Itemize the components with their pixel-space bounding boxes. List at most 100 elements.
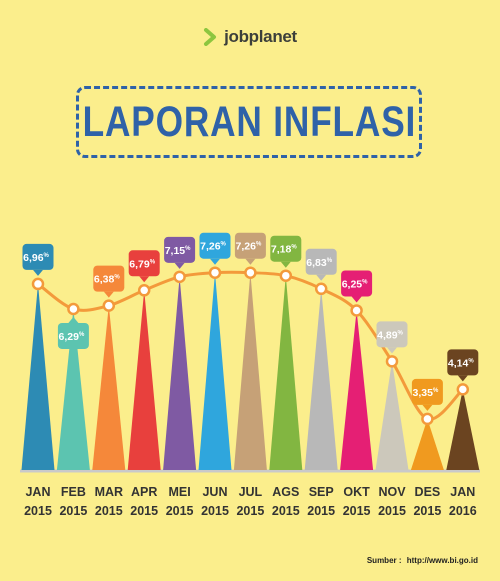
value-callout: 6,96% — [22, 243, 54, 276]
callout-pointer — [33, 269, 43, 276]
value-label: 6,83% — [306, 257, 332, 269]
category-label: SEP 2015 — [307, 485, 335, 518]
callout-box — [447, 349, 479, 376]
callout-box — [305, 248, 337, 275]
value-label: 7,26% — [236, 241, 262, 253]
callout-box — [234, 232, 266, 259]
category-label: AGS 2015 — [272, 485, 300, 518]
data-point — [31, 277, 45, 291]
value-callout: 7,15% — [164, 236, 196, 269]
callout-box — [128, 250, 160, 277]
value-label: 7,15% — [165, 245, 191, 257]
value-callout: 3,35% — [411, 378, 443, 411]
callout-box — [270, 235, 302, 262]
callout-pointer — [422, 404, 433, 411]
value-label: 6,38% — [94, 274, 120, 286]
value-label: 6,79% — [129, 258, 155, 270]
data-point — [244, 266, 257, 279]
callout-box — [164, 236, 196, 263]
value-callout: 7,18% — [270, 235, 302, 268]
value-label: 6,29% — [59, 331, 85, 343]
value-triangle — [340, 310, 374, 470]
value-triangle — [56, 308, 90, 470]
value-triangle — [269, 275, 303, 470]
data-point — [385, 355, 399, 368]
value-callout: 6,25% — [341, 270, 373, 303]
value-triangle — [375, 361, 409, 470]
value-callout: 6,38% — [93, 265, 125, 298]
value-label: 4,14% — [448, 357, 474, 369]
data-point — [456, 383, 470, 396]
value-callout: 4,89% — [376, 321, 408, 354]
value-label: 3,35% — [413, 387, 439, 399]
logo-text: jobplanet — [224, 27, 297, 46]
data-point — [137, 284, 151, 297]
value-label: 6,96% — [23, 252, 49, 264]
category-label: MAR 2015 — [95, 485, 123, 518]
callout-box — [376, 321, 408, 348]
data-point — [421, 412, 434, 426]
data-point — [314, 282, 328, 296]
callout-pointer — [174, 262, 185, 269]
category-label: JAN 2016 — [449, 485, 477, 518]
value-callout: 4,14% — [447, 349, 479, 382]
value-callout: 7,26% — [234, 232, 266, 265]
value-triangle — [410, 418, 444, 470]
callout-pointer — [280, 261, 291, 268]
value-triangle — [127, 290, 161, 470]
data-point — [350, 304, 363, 317]
callout-pointer — [351, 296, 362, 303]
value-callout: 6,29% — [57, 316, 89, 349]
callout-pointer — [210, 258, 220, 265]
page-title: LAPORAN INFLASI — [82, 97, 416, 146]
title-frame: LAPORAN INFLASI — [76, 86, 422, 158]
category-label: OKT 2015 — [343, 485, 371, 518]
value-label: 7,26% — [200, 241, 226, 253]
data-point — [102, 299, 116, 312]
inflation-chart: 6,96% 6,29% 6,38% 6,79% 7,15% 7,26% 7,26% 7,18%… — [20, 232, 480, 518]
value-triangle — [163, 276, 197, 470]
callout-pointer — [316, 274, 327, 281]
logo: jobplanet — [0, 24, 500, 50]
value-triangle — [233, 272, 267, 470]
callout-box — [93, 265, 125, 292]
callout-pointer — [139, 276, 150, 283]
category-label: JUL 2015 — [236, 485, 264, 518]
data-point — [67, 302, 80, 316]
callout-pointer — [245, 258, 256, 265]
data-point — [173, 270, 186, 284]
callout-box — [341, 270, 373, 297]
value-triangle — [446, 389, 480, 470]
value-label: 7,18% — [271, 244, 297, 256]
value-callout: 7,26% — [199, 232, 231, 265]
source-url[interactable]: http://www.bi.go.id — [406, 556, 478, 565]
value-callout: 6,83% — [305, 248, 337, 281]
callout-box — [22, 243, 54, 270]
callout-pointer — [68, 316, 79, 323]
value-label: 6,25% — [342, 278, 368, 290]
category-label: JAN 2015 — [24, 485, 52, 518]
category-label: FEB 2015 — [59, 485, 87, 518]
category-label: APR 2015 — [130, 485, 158, 518]
data-point — [208, 266, 222, 279]
callout-pointer — [103, 291, 114, 298]
callout-box — [199, 232, 231, 259]
value-label: 4,89% — [377, 329, 403, 341]
source-label: Sumber : — [366, 556, 402, 565]
value-triangle — [304, 288, 338, 470]
category-label: DES 2015 — [413, 485, 441, 518]
category-label: JUN 2015 — [201, 485, 229, 518]
data-point — [279, 269, 293, 282]
value-triangle — [21, 283, 55, 470]
value-triangle — [92, 305, 126, 470]
source-note: Sumber : http://www.bi.go.id — [367, 556, 478, 565]
callout-box — [411, 378, 443, 405]
callout-pointer — [387, 347, 397, 354]
callout-pointer — [457, 375, 468, 382]
category-label: MEI 2015 — [166, 485, 194, 518]
category-label: NOV 2015 — [378, 485, 406, 518]
value-callout: 6,79% — [128, 250, 160, 283]
jobplanet-logo-icon — [204, 28, 217, 46]
callout-box — [57, 322, 89, 349]
value-triangle — [198, 272, 232, 470]
